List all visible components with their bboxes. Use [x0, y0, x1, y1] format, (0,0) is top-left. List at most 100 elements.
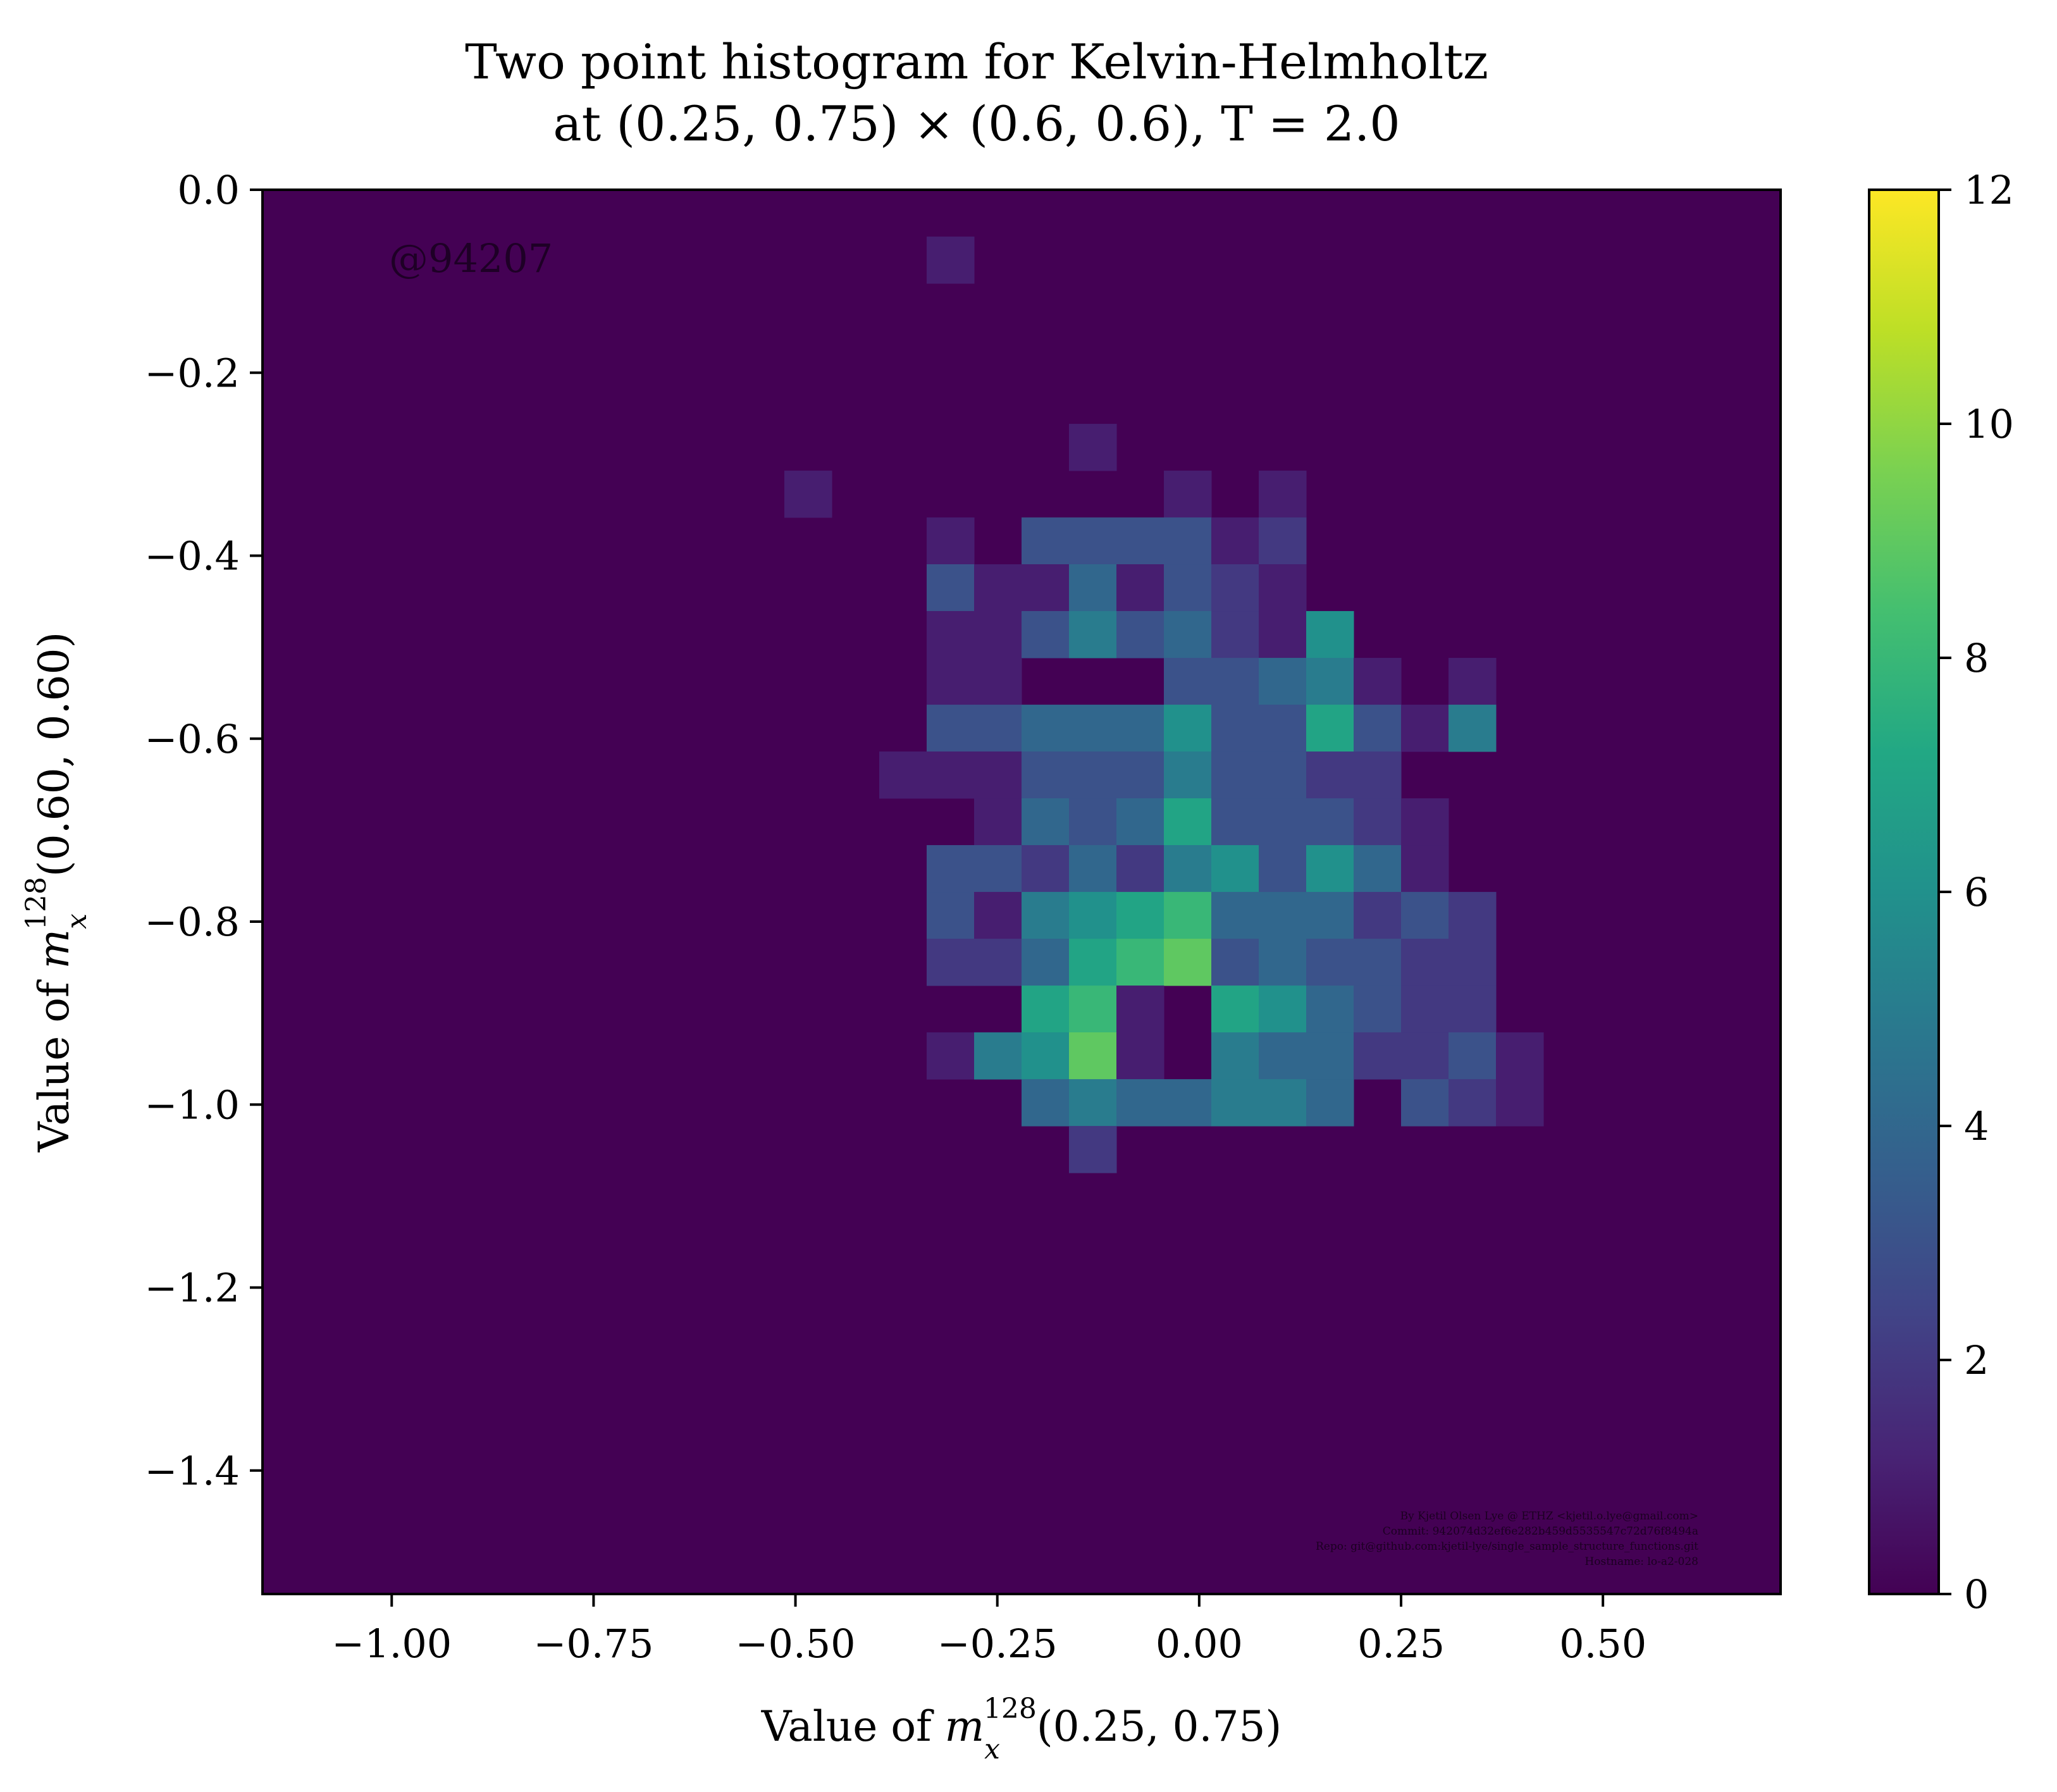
histogram-cell — [1069, 798, 1117, 846]
histogram-cell — [1069, 611, 1117, 658]
histogram-cell — [1259, 705, 1307, 752]
x-tick-label: 0.25 — [1357, 1621, 1445, 1667]
histogram-cell — [927, 751, 975, 799]
histogram-cell — [927, 1032, 975, 1080]
histogram-cell — [1022, 986, 1070, 1033]
histogram-cell — [1306, 658, 1354, 705]
histogram-cell — [1069, 1079, 1117, 1127]
histogram-cell — [1164, 705, 1212, 752]
histogram-cell — [1401, 892, 1449, 939]
histogram-cell — [974, 798, 1022, 846]
histogram-cell — [1022, 892, 1070, 939]
histogram-cell — [927, 517, 975, 565]
histogram-cell — [1259, 611, 1307, 658]
histogram-cell — [1354, 751, 1402, 799]
watermark: @94207 — [389, 235, 553, 281]
histogram-cell — [974, 658, 1022, 705]
histogram-cell — [1449, 1079, 1497, 1127]
histogram-cell — [1069, 1032, 1117, 1080]
histogram-cell — [1259, 892, 1307, 939]
x-tick-label: 0.50 — [1559, 1621, 1646, 1667]
y-axis-label: Value of mx128(0.60, 0.60) — [20, 632, 93, 1153]
histogram-cell — [1022, 798, 1070, 846]
histogram-cell — [1211, 1079, 1259, 1127]
histogram-cell — [1116, 939, 1164, 986]
histogram-cell — [1259, 658, 1307, 705]
histogram-cell — [1401, 798, 1449, 846]
histogram-cell — [1306, 1079, 1354, 1127]
histogram-cell — [1164, 892, 1212, 939]
histogram-cell — [1116, 517, 1164, 565]
histogram-cell — [974, 845, 1022, 893]
histogram-cell — [1022, 751, 1070, 799]
histogram-cell — [927, 564, 975, 612]
histogram-cell — [1211, 564, 1259, 612]
x-tick-label: 0.00 — [1156, 1621, 1243, 1667]
histogram-cell — [1354, 658, 1402, 705]
chart-title-line-1: Two point histogram for Kelvin-Helmholtz — [465, 34, 1488, 90]
x-tick-label: −1.00 — [331, 1621, 452, 1667]
credits-block: By Kjetil Olsen Lye @ ETHZ <kjetil.o.lye… — [1316, 1510, 1698, 1568]
x-axis-label: Value of mx128(0.25, 0.75) — [761, 1693, 1282, 1765]
histogram-cell — [1069, 986, 1117, 1033]
histogram-cell — [1022, 1079, 1070, 1127]
histogram-cell — [1496, 1032, 1544, 1080]
histogram-cell — [1306, 705, 1354, 752]
histogram-cell — [1449, 892, 1497, 939]
credit-line: By Kjetil Olsen Lye @ ETHZ <kjetil.o.lye… — [1400, 1510, 1698, 1523]
histogram-cell — [1449, 705, 1497, 752]
y-tick-label: −1.2 — [144, 1265, 240, 1311]
histogram-cell — [1022, 705, 1070, 752]
histogram-cell — [1449, 658, 1497, 705]
y-tick-label: −0.6 — [144, 716, 240, 762]
plot-area: @94207 By Kjetil Olsen Lye @ ETHZ <kjeti… — [261, 188, 1782, 1595]
histogram-cell — [1354, 892, 1402, 939]
histogram-cell — [1306, 751, 1354, 799]
histogram-cell — [1164, 845, 1212, 893]
histogram-cell — [1116, 845, 1164, 893]
histogram-cell — [1116, 798, 1164, 846]
histogram-cell — [1164, 1079, 1212, 1127]
y-tick-label: −1.4 — [144, 1448, 240, 1494]
histogram-cell — [1306, 611, 1354, 658]
chart-title-line-2: at (0.25, 0.75) × (0.6, 0.6), T = 2.0 — [553, 96, 1400, 152]
histogram-cell — [1069, 939, 1117, 986]
histogram-cell — [1069, 892, 1117, 939]
histogram-cell — [974, 892, 1022, 939]
histogram-cell — [1022, 845, 1070, 893]
histogram-cell — [1354, 1032, 1402, 1080]
histogram-cell — [1022, 939, 1070, 986]
colorbar-ticks: 0 2 4 6 8 10 12 — [1939, 167, 2014, 1617]
histogram-cell — [1449, 939, 1497, 986]
histogram-cell — [1401, 845, 1449, 893]
histogram-cell — [1211, 517, 1259, 565]
histogram-cell — [1164, 517, 1212, 565]
y-tick-label: −0.4 — [144, 533, 240, 579]
colorbar: 0 2 4 6 8 10 12 — [1868, 167, 2014, 1617]
histogram-cell — [974, 751, 1022, 799]
histogram-cell — [1211, 705, 1259, 752]
histogram-cell — [1069, 517, 1117, 565]
histogram-cell — [1401, 939, 1449, 986]
histogram-cell — [927, 845, 975, 893]
histogram-cell — [1211, 892, 1259, 939]
colorbar-tick-label: 8 — [1964, 635, 1989, 681]
histogram-cell — [1401, 1079, 1449, 1127]
histogram-cell — [1306, 892, 1354, 939]
histogram-cell — [1401, 986, 1449, 1033]
histogram-cell — [1259, 798, 1307, 846]
histogram-cell — [1211, 845, 1259, 893]
histogram-cell — [1116, 564, 1164, 612]
histogram-cell — [1116, 1032, 1164, 1080]
histogram-cell — [1022, 517, 1070, 565]
colorbar-tick-label: 12 — [1964, 167, 2014, 213]
histogram-cell — [1306, 986, 1354, 1033]
colorbar-tick-label: 2 — [1964, 1337, 1989, 1383]
x-tick-label: −0.25 — [937, 1621, 1058, 1667]
x-tick-label: −0.75 — [533, 1621, 653, 1667]
histogram-cell — [974, 1032, 1022, 1080]
histogram-cell — [1449, 986, 1497, 1033]
histogram-cell — [1259, 845, 1307, 893]
histogram-cell — [879, 751, 927, 799]
